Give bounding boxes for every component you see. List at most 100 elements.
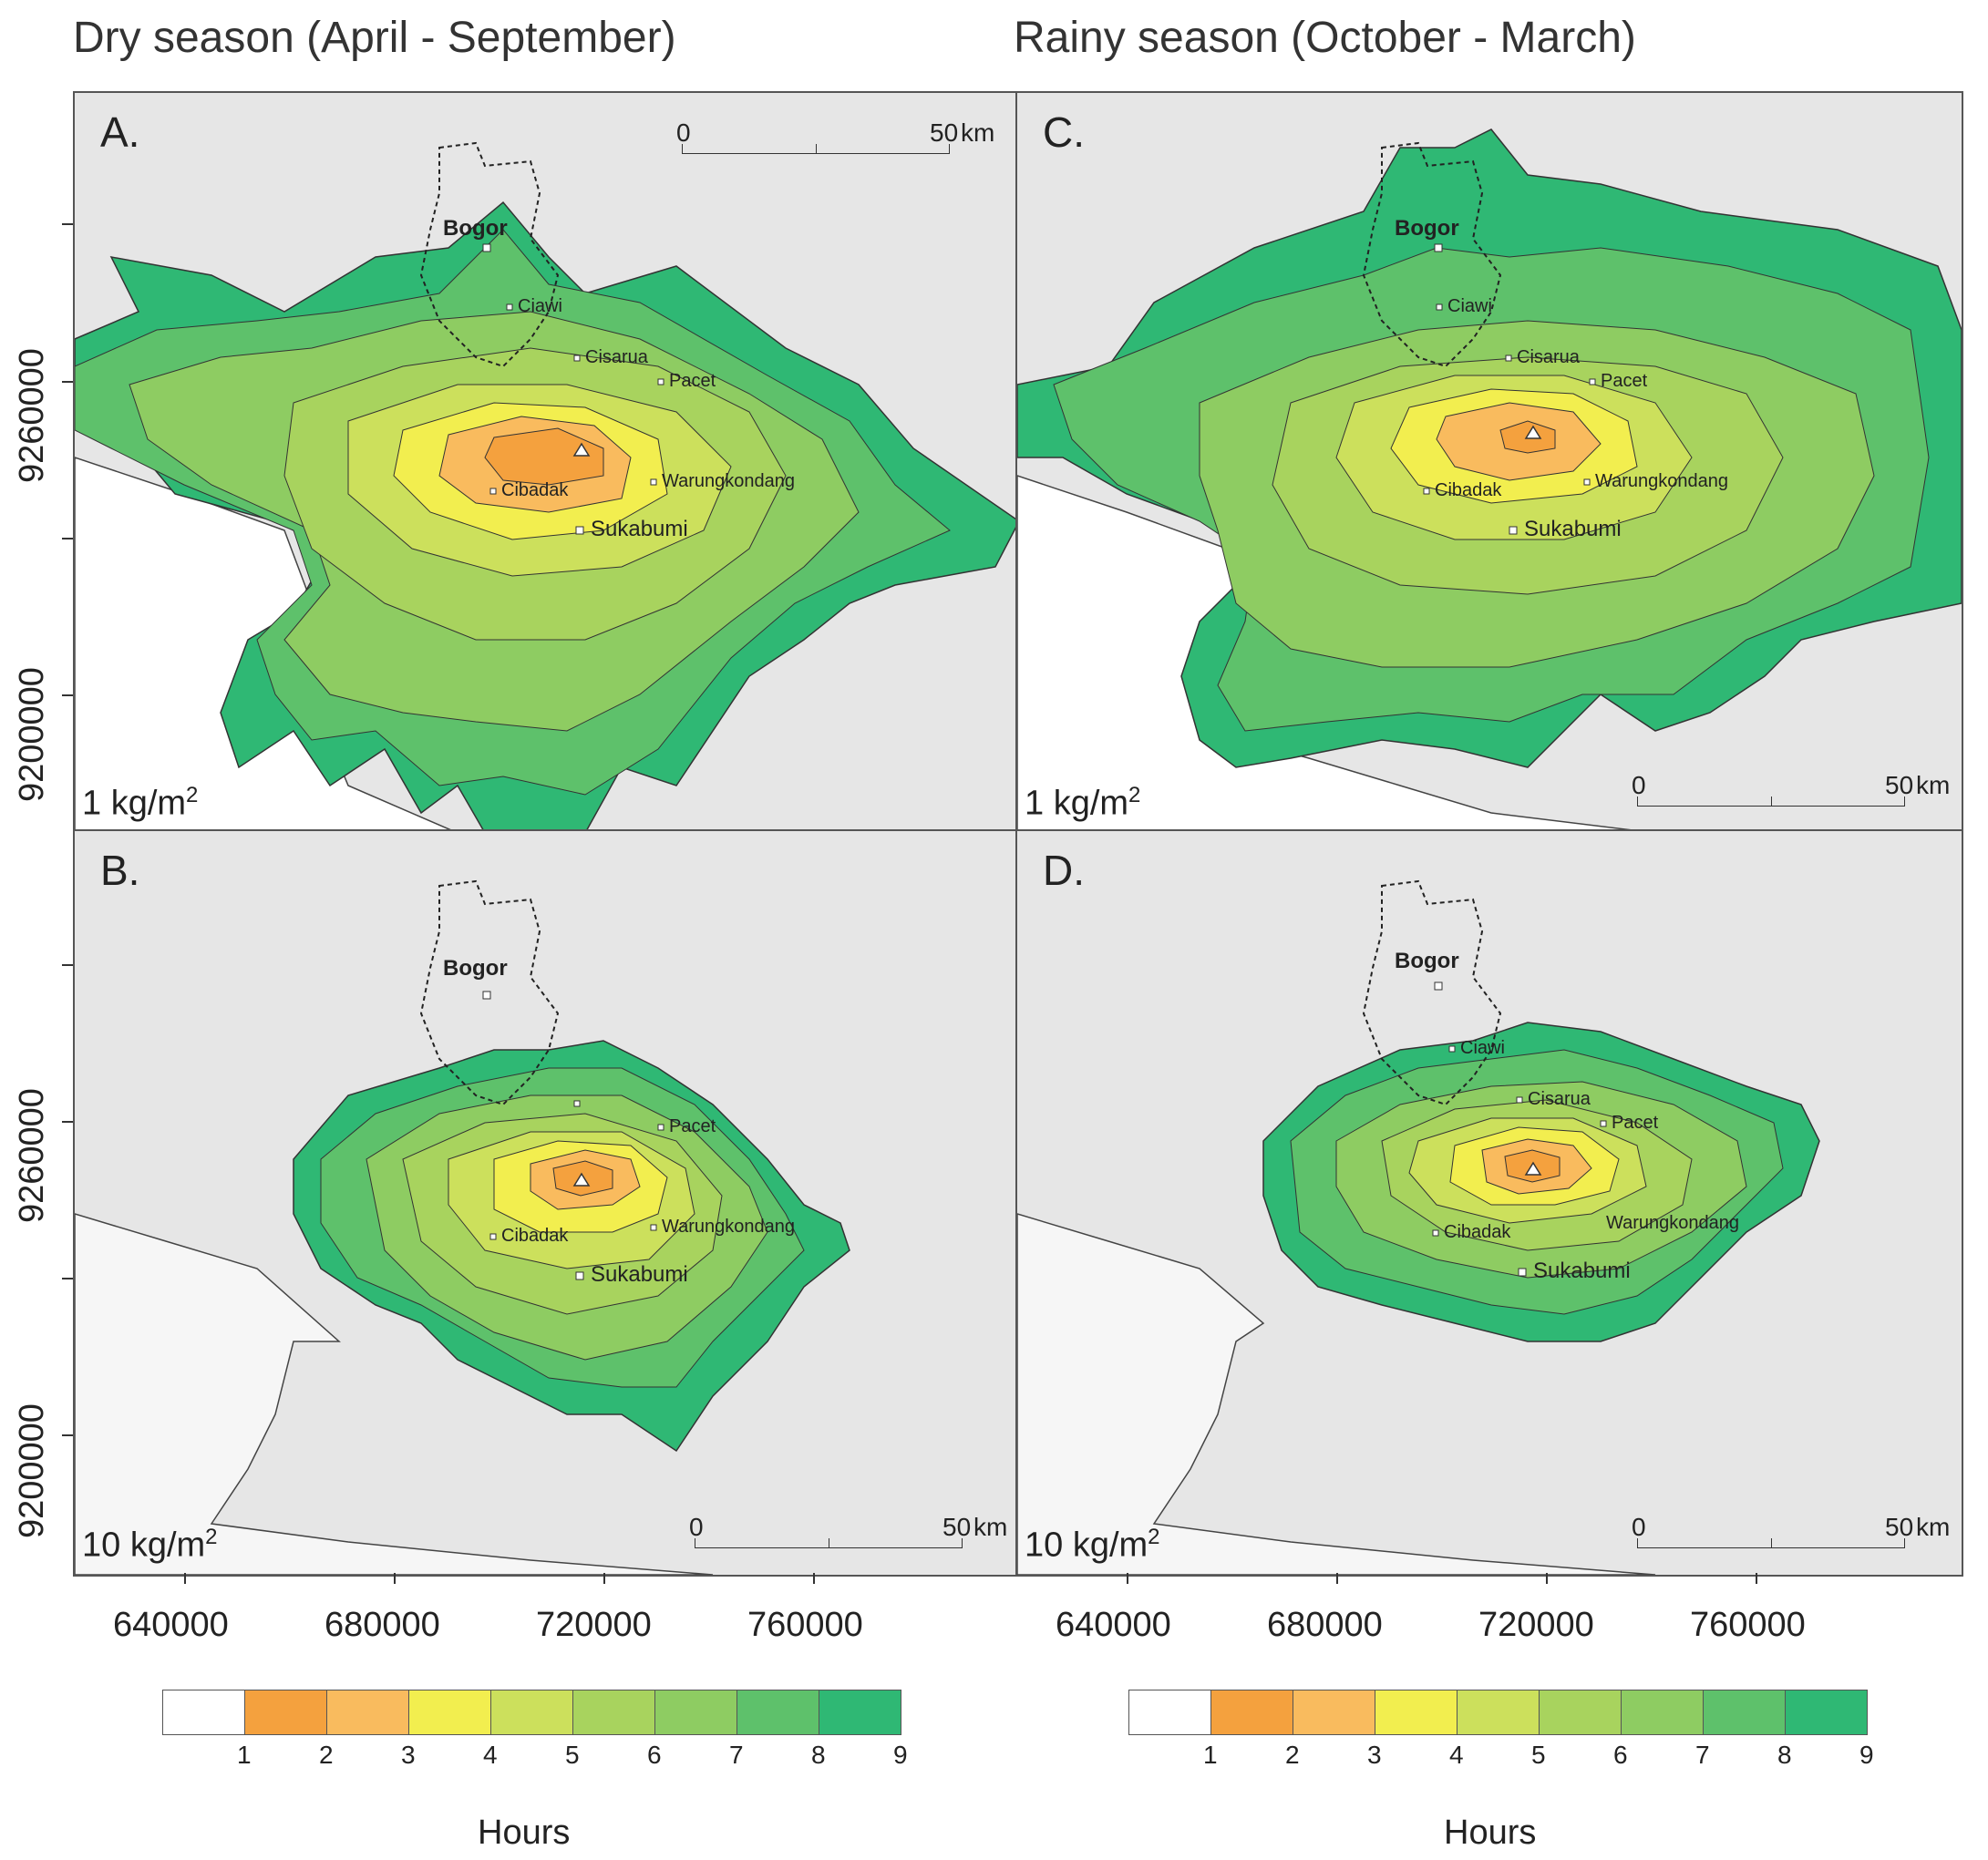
cibadak-marker [1423, 488, 1430, 495]
coastline [75, 1213, 714, 1575]
legend-cell [572, 1690, 655, 1735]
legend-hours-rainy: 1 2 3 4 5 6 7 8 9 [1128, 1690, 1874, 1769]
legend-cell [1457, 1690, 1540, 1735]
y-tick-label-9200000-top: 9200000 [13, 667, 51, 802]
legend-number: 3 [401, 1741, 416, 1769]
scale-bar-a: 0 50 km [676, 118, 994, 173]
town-cibadak: Cibadak [501, 1226, 569, 1246]
map-d-svg: Bogor Ciawi Cisarua Pacet Cibadak Warung… [1017, 879, 1820, 1575]
y-tick-label-9260000-top: 9260000 [13, 348, 51, 483]
x-tick-label-720000-left: 720000 [536, 1606, 652, 1644]
bogor-marker [482, 991, 491, 1000]
ciawi-marker [1436, 303, 1443, 311]
panel-label-c: C. [1043, 108, 1085, 156]
legend-title-rainy: Hours [1444, 1814, 1537, 1852]
warungkondang-marker [650, 1224, 657, 1231]
load-label-d: 10 kg/m2 [1025, 1525, 1160, 1565]
legend-cell [1210, 1690, 1293, 1735]
x-tick-label-720000-right: 720000 [1478, 1606, 1594, 1644]
bogor-boundary [1362, 141, 1502, 368]
legend-number: 3 [1367, 1741, 1382, 1769]
y-tick [62, 1121, 73, 1123]
town-warungkondang: Warungkondang [1606, 1213, 1739, 1233]
town-pacet: Pacet [669, 1116, 716, 1136]
scale-bar-d: 0 50 km [1632, 1513, 1950, 1567]
sukabumi-marker [1509, 526, 1518, 535]
x-tick [1336, 1573, 1338, 1584]
pacet-marker [1589, 378, 1596, 385]
map-panel-a: Bogor Ciawi Cisarua Pacet Cibadak Warung… [73, 91, 1021, 835]
legend-number: 4 [1449, 1741, 1464, 1769]
x-tick-label-680000-right: 680000 [1267, 1606, 1383, 1644]
legend-number: 4 [483, 1741, 498, 1769]
legend-cell [408, 1690, 491, 1735]
town-warungkondang: Warungkondang [1595, 471, 1728, 491]
legend-number: 7 [729, 1741, 744, 1769]
town-ciawi: Ciawi [518, 296, 562, 316]
legend-cell [654, 1690, 737, 1735]
map-panel-b: Bogor Pacet Cibadak Warungkondang Sukabu… [73, 829, 1021, 1577]
load-label-b: 10 kg/m2 [82, 1525, 218, 1565]
volcano-icon [1524, 1161, 1542, 1176]
legend-number: 1 [237, 1741, 252, 1769]
warungkondang-marker [650, 478, 657, 486]
town-cibadak: Cibadak [1444, 1222, 1511, 1242]
town-pacet: Pacet [1612, 1113, 1659, 1133]
dry-season-title: Dry season (April - September) [73, 14, 676, 62]
cibadak-marker [489, 1233, 497, 1240]
town-ciawi: Ciawi [1460, 1038, 1505, 1058]
bogor-boundary [419, 879, 560, 1106]
cibadak-marker [489, 488, 497, 495]
x-tick [394, 1573, 396, 1584]
cisarua-marker [1516, 1096, 1523, 1104]
map-panel-c: Bogor Ciawi Cisarua Pacet Cibadak Warung… [1015, 91, 1963, 835]
volcano-icon [572, 442, 591, 457]
cisarua-marker [573, 355, 581, 362]
legend-cell [1703, 1690, 1786, 1735]
sukabumi-marker [1518, 1268, 1527, 1277]
map-b-svg: Bogor Pacet Cibadak Warungkondang Sukabu… [75, 879, 850, 1575]
pacet-marker [657, 1124, 664, 1131]
x-tick [813, 1573, 815, 1584]
town-cisarua: Cisarua [585, 347, 649, 367]
x-tick [184, 1573, 186, 1584]
scale-bar-b: 0 50 km [689, 1513, 1007, 1567]
town-bogor: Bogor [1395, 216, 1459, 241]
cibadak-marker [1432, 1229, 1439, 1237]
bogor-marker [482, 243, 491, 252]
y-tick [62, 964, 73, 966]
legend-number: 8 [811, 1741, 826, 1769]
x-tick-label-640000-left: 640000 [113, 1606, 229, 1644]
panel-label-a: A. [100, 108, 140, 156]
legend-cell [244, 1690, 327, 1735]
load-label-c: 1 kg/m2 [1025, 783, 1141, 823]
legend-cell [490, 1690, 573, 1735]
ciawi-marker [506, 303, 513, 311]
map-a-svg: Bogor Ciawi Cisarua Pacet Cibadak Warung… [75, 141, 1019, 833]
panel-label-d: D. [1043, 847, 1085, 894]
y-tick [62, 538, 73, 540]
panel-label-b: B. [100, 847, 140, 894]
volcano-icon [572, 1172, 591, 1187]
legend-number: 8 [1777, 1741, 1792, 1769]
legend-number: 7 [1695, 1741, 1710, 1769]
legend-cell [162, 1690, 245, 1735]
cisarua-marker [1505, 355, 1512, 362]
x-tick [603, 1573, 605, 1584]
town-cibadak: Cibadak [1435, 480, 1502, 500]
legend-cell [1293, 1690, 1375, 1735]
map-c-svg: Bogor Ciawi Cisarua Pacet Cibadak Warung… [1017, 128, 1962, 833]
legend-cell [1621, 1690, 1704, 1735]
town-cibadak: Cibadak [501, 480, 569, 500]
legend-number: 2 [1285, 1741, 1300, 1769]
sukabumi-marker [575, 1271, 584, 1280]
town-bogor: Bogor [1395, 949, 1459, 973]
legend-cell [736, 1690, 819, 1735]
map-panel-d: Bogor Ciawi Cisarua Pacet Cibadak Warung… [1015, 829, 1963, 1577]
legend-number: 6 [647, 1741, 662, 1769]
pacet-marker [657, 378, 664, 385]
rainy-season-title: Rainy season (October - March) [1014, 14, 1636, 62]
contour-core [484, 427, 604, 486]
town-sukabumi: Sukabumi [591, 517, 688, 541]
town-bogor: Bogor [443, 216, 508, 241]
